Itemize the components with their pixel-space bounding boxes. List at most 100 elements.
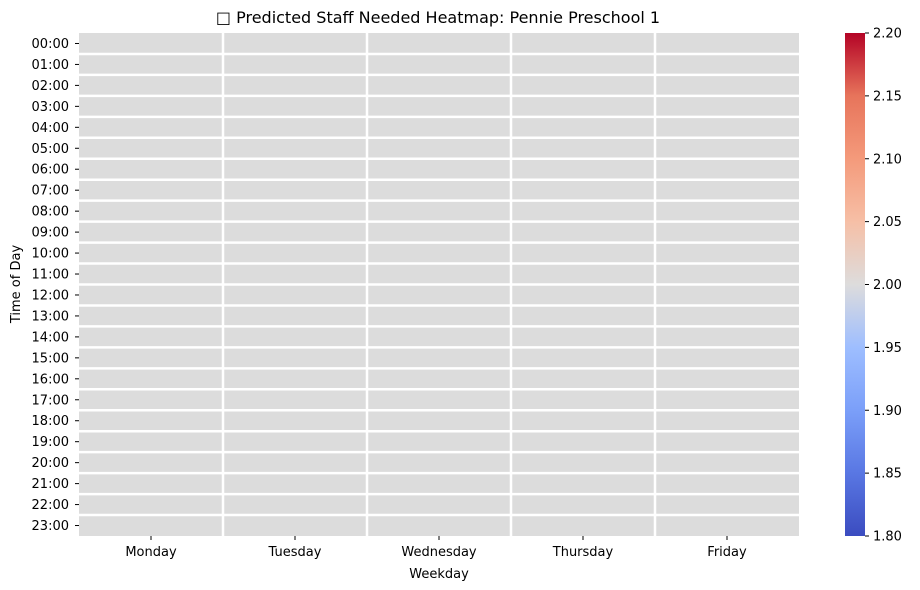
heatmap-cell	[223, 158, 367, 180]
y-tick-label: 18:00	[32, 414, 69, 429]
y-tick-label: 11:00	[32, 268, 69, 283]
heatmap-cell	[79, 284, 223, 306]
y-tick-label: 06:00	[32, 163, 69, 178]
heatmap-cell	[79, 33, 223, 54]
heatmap-cell	[79, 494, 223, 516]
heatmap-cell	[655, 515, 799, 536]
heatmap-cell	[367, 53, 511, 75]
heatmap-cell	[511, 410, 655, 432]
heatmap-cell	[79, 53, 223, 75]
heatmap-cell	[511, 452, 655, 474]
heatmap-cell	[511, 179, 655, 201]
heatmap-cell	[79, 179, 223, 201]
heatmap-cell	[655, 431, 799, 453]
heatmap-cell	[655, 305, 799, 327]
heatmap-cell	[79, 389, 223, 411]
heatmap-cell	[79, 515, 223, 536]
heatmap-cell	[367, 473, 511, 495]
heatmap-cell	[223, 452, 367, 474]
y-tick-label: 01:00	[32, 58, 69, 73]
heatmap-cell	[511, 305, 655, 327]
heatmap-cell	[223, 284, 367, 306]
y-tick-label: 15:00	[32, 351, 69, 366]
heatmap-cell	[223, 347, 367, 369]
heatmap-cell	[223, 242, 367, 264]
y-tick-label: 02:00	[32, 79, 69, 94]
heatmap-cell	[511, 221, 655, 243]
y-tick-label: 03:00	[32, 100, 69, 115]
y-tick-label: 00:00	[32, 37, 69, 52]
heatmap-cell	[79, 452, 223, 474]
y-tick-label: 10:00	[32, 247, 69, 262]
y-tick-labels: 00:00 01:00 02:00 03:00 04:00 05:00 06:00 07:00…	[32, 37, 79, 534]
heatmap-cell	[79, 137, 223, 159]
heatmap-cell	[367, 137, 511, 159]
heatmap-cell	[511, 347, 655, 369]
heatmap-cell	[511, 242, 655, 264]
heatmap-cell	[367, 515, 511, 536]
heatmap-cell	[511, 494, 655, 516]
heatmap-cell	[79, 326, 223, 348]
heatmap-cell	[79, 431, 223, 453]
heatmap-cell	[223, 410, 367, 432]
row-gridlines	[79, 52, 799, 517]
heatmap-cells	[79, 33, 799, 536]
heatmap-cell	[223, 431, 367, 453]
colorbar-tick-label: 2.20	[873, 27, 902, 42]
colorbar-tick-label: 2.05	[873, 215, 902, 230]
y-tick-label: 16:00	[32, 372, 69, 387]
y-tick-label: 22:00	[32, 498, 69, 513]
x-axis-label: Weekday	[409, 567, 469, 582]
heatmap-cell	[655, 116, 799, 138]
heatmap-cell	[367, 116, 511, 138]
colorbar-tick-label: 1.95	[873, 341, 902, 356]
heatmap-cell	[367, 95, 511, 117]
heatmap-cell	[511, 137, 655, 159]
heatmap-cell	[79, 74, 223, 96]
heatmap-cell	[655, 368, 799, 390]
heatmap-cell	[79, 158, 223, 180]
heatmap-cell	[223, 494, 367, 516]
heatmap-cell	[79, 305, 223, 327]
x-tick-label: Wednesday	[401, 545, 477, 560]
x-tick-label: Tuesday	[268, 545, 322, 560]
chart-title: □ Predicted Staff Needed Heatmap: Pennie…	[216, 8, 660, 27]
heatmap-cell	[655, 179, 799, 201]
heatmap-cell	[223, 263, 367, 285]
heatmap-cell	[223, 368, 367, 390]
heatmap-cell	[655, 263, 799, 285]
y-axis-label: Time of Day	[9, 245, 24, 325]
heatmap-cell	[655, 326, 799, 348]
colorbar-tick-label: 1.80	[873, 530, 902, 545]
heatmap-cell	[367, 221, 511, 243]
x-tick-label: Monday	[125, 545, 177, 560]
heatmap-cell	[655, 33, 799, 54]
heatmap-cell	[511, 200, 655, 222]
heatmap-cell	[79, 473, 223, 495]
heatmap-cell	[79, 95, 223, 117]
heatmap-cell	[367, 326, 511, 348]
heatmap-cell	[655, 221, 799, 243]
heatmap-cell	[511, 116, 655, 138]
heatmap-cell	[511, 473, 655, 495]
heatmap-cell	[223, 515, 367, 536]
heatmap-cell	[655, 347, 799, 369]
heatmap-cell	[223, 74, 367, 96]
heatmap-cell	[655, 389, 799, 411]
heatmap-cell	[367, 242, 511, 264]
y-tick-label: 20:00	[32, 456, 69, 471]
colorbar-tick-label: 1.85	[873, 467, 902, 482]
heatmap-cell	[367, 179, 511, 201]
heatmap-cell	[223, 53, 367, 75]
heatmap-cell	[367, 452, 511, 474]
y-tick-label: 17:00	[32, 393, 69, 408]
heatmap-cell	[655, 410, 799, 432]
heatmap-cell	[367, 368, 511, 390]
heatmap-cell	[655, 74, 799, 96]
heatmap-cell	[223, 305, 367, 327]
heatmap-cell	[655, 242, 799, 264]
heatmap-cell	[223, 326, 367, 348]
y-tick-label: 14:00	[32, 330, 69, 345]
heatmap-cell	[79, 347, 223, 369]
heatmap-cell	[511, 95, 655, 117]
